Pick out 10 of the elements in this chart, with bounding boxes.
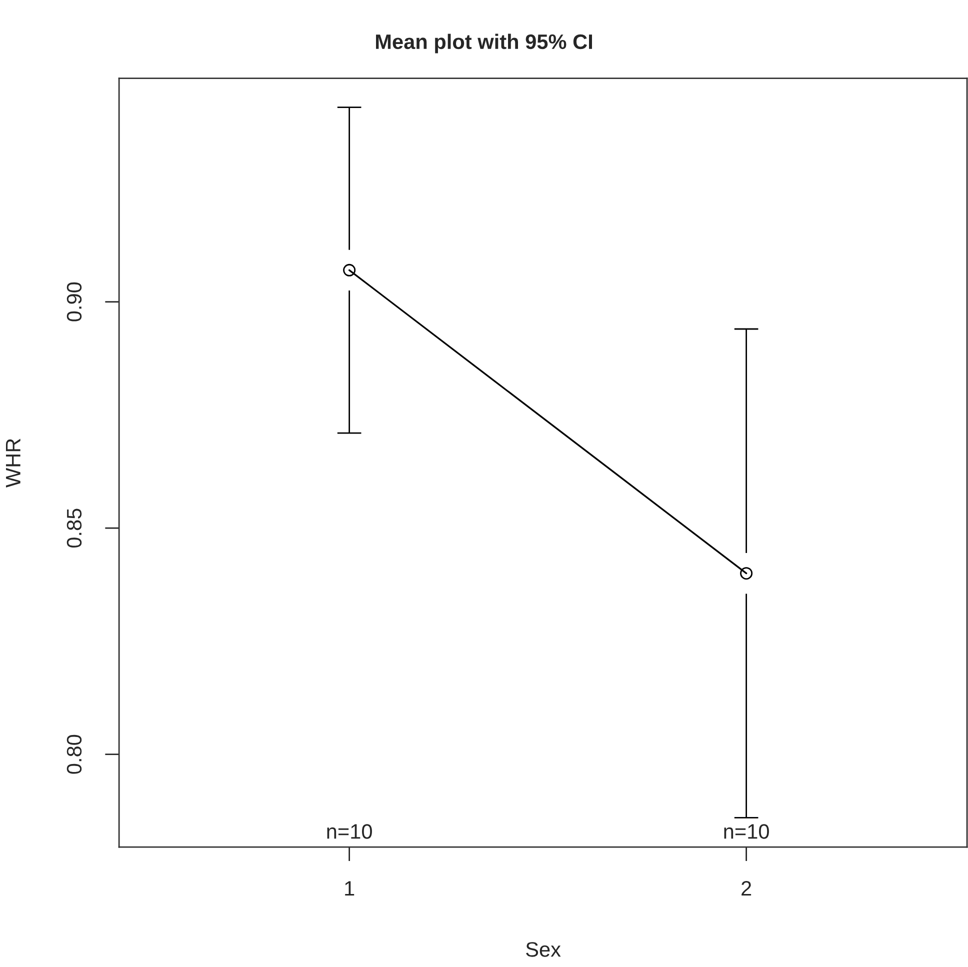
y-tick-label: 0.90 <box>66 282 82 322</box>
annotation: n=10 <box>724 824 769 839</box>
x-axis-title: Sex <box>526 942 561 957</box>
y-axis-title: WHR <box>6 438 20 488</box>
x-tick-label: 2 <box>742 880 752 896</box>
annotation: n=10 <box>327 824 372 839</box>
y-tick-label: 0.85 <box>66 508 82 548</box>
y-tick-label: 0.80 <box>66 734 82 774</box>
chart-title: Mean plot with 95% CI <box>376 34 592 54</box>
x-tick-label: 1 <box>345 881 354 896</box>
